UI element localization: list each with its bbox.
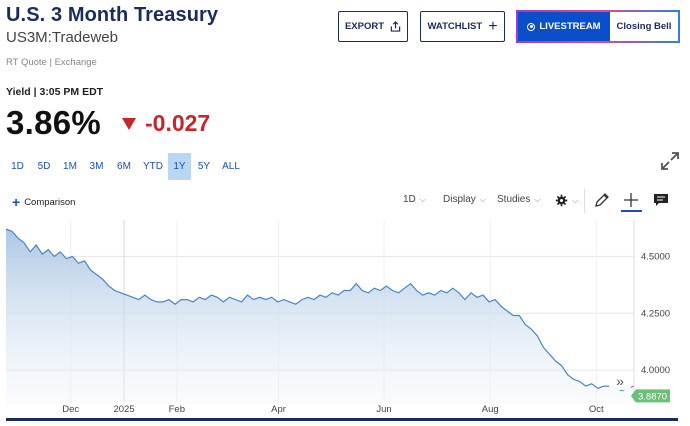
x-tick-label: 2025 (113, 404, 134, 415)
double-chevron-right-icon[interactable]: » (609, 372, 631, 390)
share-icon (390, 21, 401, 32)
range-3m[interactable]: 3M (89, 161, 104, 172)
price-change: -0.027 (145, 110, 211, 136)
comparison-button[interactable]: + Comparison (12, 195, 75, 209)
gear-icon (555, 194, 568, 207)
range-all[interactable]: ALL (222, 161, 240, 172)
range-1d[interactable]: 1D (11, 161, 24, 172)
livestream-show[interactable]: Closing Bell (616, 21, 672, 32)
settings-dropdown[interactable]: ⌵ (555, 194, 578, 207)
y-tick-label: 4.5000 (641, 251, 670, 262)
plus-icon: + (12, 194, 21, 210)
chevron-down-icon: ⌵ (534, 194, 541, 204)
pencil-icon[interactable] (593, 191, 611, 209)
last-value-label: 3.8870 (638, 391, 667, 402)
y-axis: 4.5000 4.2500 4.0000 (633, 220, 670, 402)
chart-toolbar: + Comparison 1D ⌵ Display ⌵ Studies ⌵ ⌵ (0, 189, 690, 213)
live-icon (527, 22, 536, 31)
yield-chart[interactable]: 4.5000 4.2500 4.0000 Dec 2025 Feb Apr Jun Aug Oc… (0, 216, 690, 420)
interval-dropdown[interactable]: 1D ⌵ (403, 194, 426, 205)
range-5y[interactable]: 5Y (197, 161, 211, 172)
studies-dropdown[interactable]: Studies ⌵ (497, 194, 540, 205)
series-line (5, 228, 635, 392)
comment-icon[interactable] (652, 191, 670, 209)
x-tick-label: Apr (271, 404, 286, 415)
range-ytd[interactable]: YTD (143, 161, 163, 172)
studies-label: Studies (497, 194, 531, 205)
chevron-down-icon: ⌵ (572, 195, 579, 205)
display-dropdown[interactable]: Display ⌵ (443, 194, 486, 205)
chevron-down-icon: ⌵ (419, 194, 426, 204)
crosshair-icon[interactable] (622, 191, 640, 209)
page-title: U.S. 3 Month Treasury (6, 4, 219, 26)
last-value-badge: 3.8870 (631, 389, 670, 403)
range-1m[interactable]: 1M (63, 161, 77, 172)
x-tick-label: Feb (169, 404, 185, 415)
export-button[interactable]: EXPORT (338, 11, 408, 42)
series-area (6, 229, 634, 404)
range-6m[interactable]: 6M (117, 161, 131, 172)
comparison-label: Comparison (24, 196, 76, 208)
watchlist-label: WATCHLIST (427, 21, 483, 32)
livestream-widget: LIVESTREAM Closing Bell (516, 10, 680, 43)
ticker-subtitle: US3M:Tradeweb (6, 29, 118, 46)
x-tick-label: Aug (482, 404, 499, 415)
livestream-label: LIVESTREAM (539, 21, 601, 32)
display-label: Display (443, 194, 476, 205)
x-tick-label: Oct (589, 404, 604, 415)
down-arrow-icon (122, 118, 136, 130)
price: 3.86% (6, 104, 102, 141)
bottom-divider (6, 418, 678, 421)
yield-label: Yield | 3:05 PM EDT (6, 86, 104, 98)
plus-icon: + (488, 17, 498, 35)
x-tick-label: Jun (376, 404, 391, 415)
x-tick-label: Dec (62, 404, 79, 415)
watchlist-button[interactable]: WATCHLIST + (420, 11, 505, 42)
livestream-button[interactable]: LIVESTREAM (518, 12, 610, 41)
y-tick-label: 4.0000 (641, 365, 670, 376)
range-1y[interactable]: 1Y (168, 153, 191, 180)
crosshair-active-indicator (621, 210, 642, 212)
expand-icon[interactable] (659, 150, 681, 172)
toolbar-divider (584, 189, 585, 213)
interval-label: 1D (403, 194, 416, 205)
chevron-down-icon: ⌵ (479, 194, 486, 204)
y-tick-label: 4.2500 (641, 308, 670, 319)
export-label: EXPORT (344, 21, 385, 32)
quote-source: RT Quote | Exchange (6, 57, 97, 68)
range-selector: 1D 5D 1M 3M 6M YTD 1Y 5Y ALL (4, 153, 245, 180)
x-axis: Dec 2025 Feb Apr Jun Aug Oct (62, 404, 604, 415)
range-5d[interactable]: 5D (37, 161, 51, 172)
